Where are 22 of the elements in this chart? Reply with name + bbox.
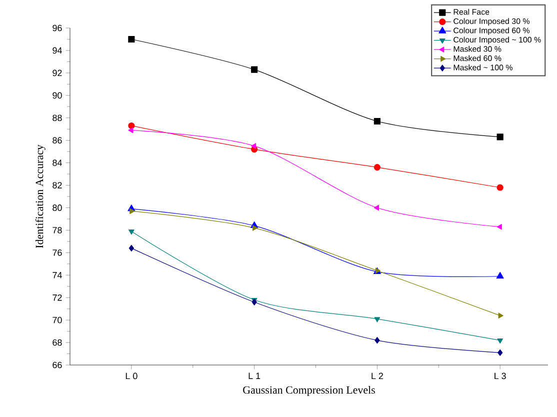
y-tick-label: 72 (52, 294, 62, 301)
y-tick-label: 80 (52, 204, 62, 211)
x-tick-label: L 3 (494, 372, 506, 380)
y-tick-label: 66 (52, 362, 62, 368)
y-tick-label: 78 (52, 227, 62, 234)
x-tick-label: L 0 (126, 372, 138, 380)
y-tick-label: 94 (52, 47, 62, 54)
y-tick-label: 84 (52, 160, 62, 166)
x-axis-title: Gaussian Compression Levels (243, 386, 375, 396)
y-tick-label: 88 (52, 114, 62, 122)
y-tick-label: 74 (52, 272, 62, 278)
y-tick-label: 70 (52, 316, 62, 324)
y-axis-title: Identification Accuracy (35, 144, 46, 248)
y-tick-label: 96 (52, 24, 62, 32)
y-tick-label: 68 (52, 339, 62, 346)
y-tick-label: 92 (52, 70, 62, 76)
y-tick-label: 76 (52, 249, 62, 256)
y-tick-label: 86 (52, 137, 62, 144)
y-tick-label: 82 (52, 182, 62, 188)
x-tick-label: L 2 (372, 372, 383, 380)
y-tick-label: 90 (52, 92, 62, 99)
x-tick-label: L 1 (248, 372, 260, 379)
